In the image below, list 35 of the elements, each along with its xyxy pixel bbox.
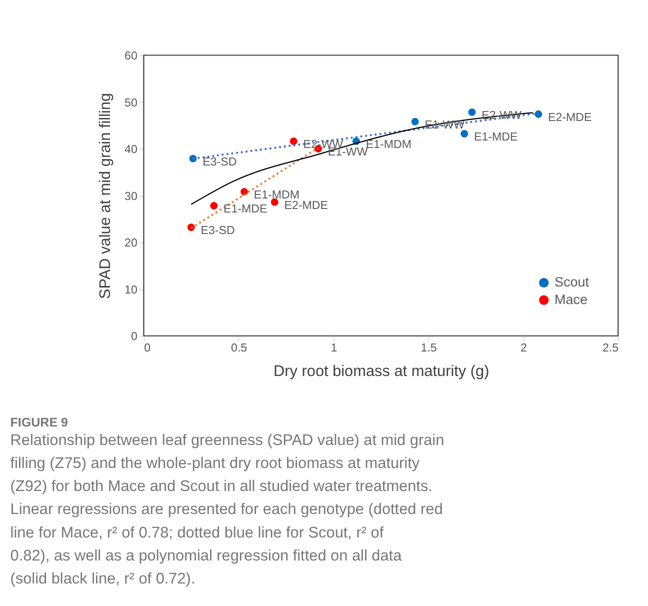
annotation: E2-MDE bbox=[284, 200, 328, 212]
annotation: E1-MDM bbox=[254, 190, 300, 202]
point bbox=[290, 138, 298, 145]
point bbox=[187, 224, 195, 232]
point bbox=[468, 108, 476, 116]
text: Relationship between leaf greenness (SPAD value) at mid grain filling (Z75) and the whole-plant dry root biomass at maturity (Z92) for both Mace and Scout in all studied water treatments. Linear regressions are presented for each genotype (dotted red line for Mace, r² of 0.78; dotted blue line for Scout, r² of 0.82), as well as a polynomial regression fitted on all data (solid black line, r² of 0.72). bbox=[10, 432, 444, 588]
y-tick-label: 10 bbox=[124, 284, 138, 296]
x-tick-label: 0 bbox=[144, 342, 151, 355]
point bbox=[210, 202, 218, 210]
y-tick-label: 40 bbox=[124, 144, 138, 156]
annotation: E1-MDE bbox=[474, 132, 518, 144]
point bbox=[270, 198, 278, 206]
legend-label: Mace bbox=[554, 292, 588, 307]
point bbox=[460, 130, 468, 138]
x-tick-label: 1.5 bbox=[420, 342, 437, 355]
y-tick-label: 0 bbox=[130, 331, 138, 344]
point bbox=[240, 188, 248, 196]
y-axis-title: SPAD value at mid grain filling bbox=[97, 92, 114, 300]
annotation: E1-MDE bbox=[224, 204, 268, 216]
legend-label: Scout bbox=[554, 274, 590, 290]
point bbox=[411, 118, 419, 126]
x-axis-title: Dry root biomass at maturity (g) bbox=[274, 362, 490, 380]
annotation: E3-SD bbox=[202, 156, 237, 168]
text: FIGURE 9 bbox=[10, 415, 68, 430]
y-tick-label: 60 bbox=[124, 50, 138, 63]
annotation: E2-MDE bbox=[548, 112, 592, 124]
point bbox=[534, 110, 542, 118]
y-tick-label: 30 bbox=[124, 190, 138, 203]
x-tick-label: 0.5 bbox=[231, 342, 248, 355]
x-tick-label: 2.5 bbox=[602, 342, 619, 355]
y-tick-label: 20 bbox=[124, 238, 138, 250]
x-tick-label: 2 bbox=[520, 342, 527, 355]
y-tick-label: 50 bbox=[124, 97, 138, 110]
x-tick-label: 1 bbox=[330, 342, 338, 355]
annotation: E3-SD bbox=[200, 225, 235, 238]
